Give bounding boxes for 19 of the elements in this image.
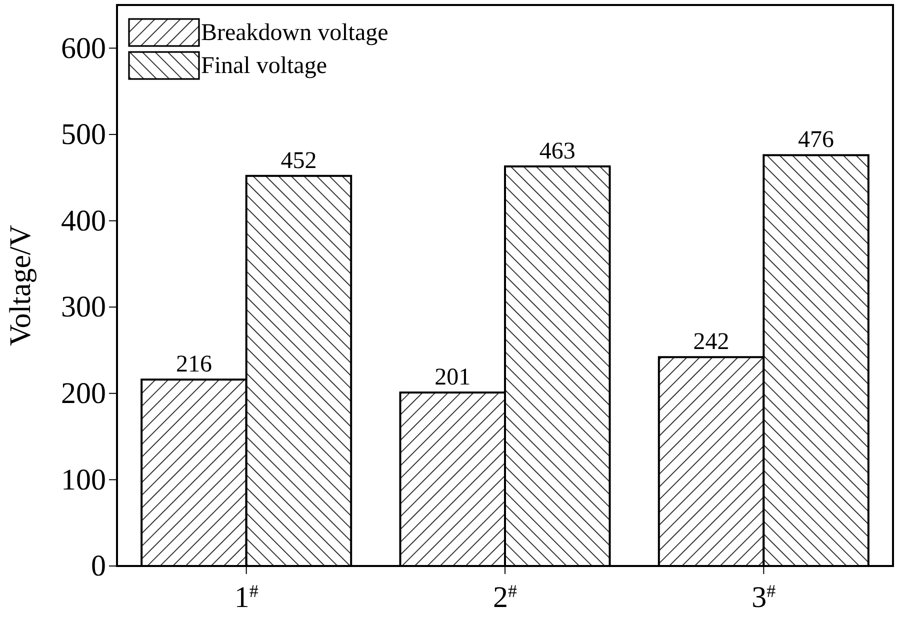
legend-label: Breakdown voltage [201, 20, 388, 46]
x-tick-label: 3$^{#}$ [752, 581, 776, 614]
data-label: 476 [798, 127, 834, 154]
y-tick-label: 100 [61, 463, 106, 496]
x-tick-label: 2$^{#}$ [493, 581, 517, 614]
y-tick-label: 0 [91, 550, 106, 583]
data-label: 452 [280, 148, 317, 174]
data-label: 201 [434, 364, 471, 391]
y-axis-title: Voltage/V [4, 224, 37, 346]
y-tick-label: 200 [61, 376, 106, 410]
data-label: 242 [693, 329, 730, 356]
legend-label: Final voltage [201, 53, 327, 79]
data-label: 216 [176, 352, 212, 378]
data-label: 463 [539, 138, 576, 164]
y-tick-label: 500 [61, 118, 106, 152]
y-tick-label: 400 [61, 204, 106, 238]
x-tick-label: 1$^{#}$ [234, 581, 258, 614]
y-tick-label: 300 [61, 290, 106, 324]
y-tick-label: 600 [61, 32, 106, 65]
